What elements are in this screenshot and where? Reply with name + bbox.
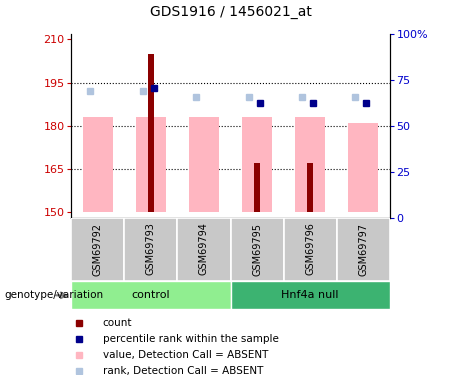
- Text: GSM69795: GSM69795: [252, 223, 262, 276]
- Bar: [148, 54, 154, 212]
- Text: GDS1916 / 1456021_at: GDS1916 / 1456021_at: [149, 5, 312, 19]
- Bar: [349, 123, 378, 212]
- Text: value, Detection Call = ABSENT: value, Detection Call = ABSENT: [103, 350, 268, 360]
- Bar: [242, 117, 272, 212]
- Bar: [71, 281, 230, 309]
- Text: GSM69793: GSM69793: [146, 223, 156, 276]
- Bar: [177, 217, 230, 281]
- Bar: [83, 117, 112, 212]
- Text: rank, Detection Call = ABSENT: rank, Detection Call = ABSENT: [103, 366, 263, 375]
- Text: GSM69792: GSM69792: [93, 223, 103, 276]
- Bar: [230, 217, 284, 281]
- Bar: [71, 217, 124, 281]
- Text: count: count: [103, 318, 132, 328]
- Text: GSM69797: GSM69797: [358, 223, 368, 276]
- Bar: [284, 217, 337, 281]
- Bar: [124, 217, 177, 281]
- Text: control: control: [132, 290, 170, 300]
- Bar: [296, 117, 325, 212]
- Text: GSM69794: GSM69794: [199, 223, 209, 276]
- Text: genotype/variation: genotype/variation: [5, 290, 104, 300]
- Bar: [307, 163, 313, 212]
- Text: percentile rank within the sample: percentile rank within the sample: [103, 334, 278, 344]
- Bar: [230, 281, 390, 309]
- Text: Hnf4a null: Hnf4a null: [281, 290, 339, 300]
- Bar: [337, 217, 390, 281]
- Bar: [189, 117, 219, 212]
- Bar: [254, 163, 260, 212]
- Text: GSM69796: GSM69796: [305, 223, 315, 276]
- Bar: [136, 117, 165, 212]
